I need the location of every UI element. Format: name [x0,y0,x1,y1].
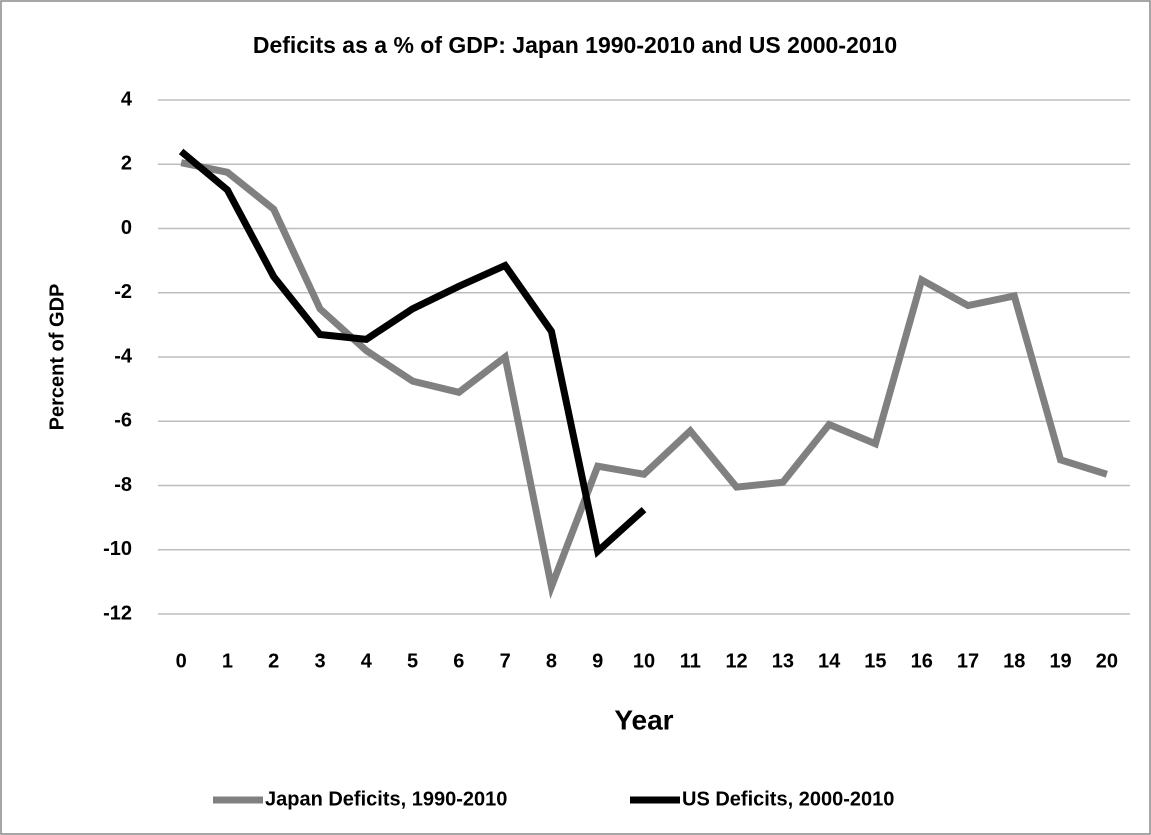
y-tick-label: 4 [121,88,133,110]
x-tick-label: 19 [1049,650,1071,672]
x-tick-label: 10 [633,650,655,672]
x-axis-label: Year [614,704,673,735]
x-tick-label: 5 [407,650,418,672]
x-tick-label: 18 [1003,650,1025,672]
x-tick-label: 13 [772,650,794,672]
x-tick-label: 16 [911,650,933,672]
y-axis-label: Percent of GDP [46,284,68,431]
x-tick-label: 0 [176,650,187,672]
y-tick-label: -8 [114,474,132,496]
x-tick-label: 4 [361,650,373,672]
legend-label: Japan Deficits, 1990-2010 [265,788,507,810]
x-tick-label: 2 [268,650,279,672]
x-tick-label: 7 [500,650,511,672]
x-tick-label: 8 [546,650,557,672]
y-tick-label: -6 [114,410,132,432]
x-tick-label: 9 [592,650,603,672]
y-tick-label: -12 [103,602,132,624]
x-tick-label: 6 [453,650,464,672]
x-tick-label: 17 [957,650,979,672]
line-series [178,148,647,559]
x-tick-label: 12 [725,650,747,672]
line-series [180,159,1108,600]
y-tick-label: -4 [114,345,133,367]
x-tick-label: 3 [314,650,325,672]
y-tick-label: -2 [114,281,132,303]
x-tick-label: 14 [818,650,841,672]
y-tick-label: -10 [103,538,132,560]
x-tick-label: 1 [222,650,233,672]
x-tick-label: 20 [1096,650,1118,672]
y-tick-label: 2 [121,153,132,175]
x-tick-label: 15 [864,650,886,672]
chart-title: Deficits as a % of GDP: Japan 1990-2010 … [253,32,897,58]
y-tick-label: 0 [121,217,132,239]
legend-label: US Deficits, 2000-2010 [682,788,894,810]
x-tick-label: 11 [680,650,701,672]
